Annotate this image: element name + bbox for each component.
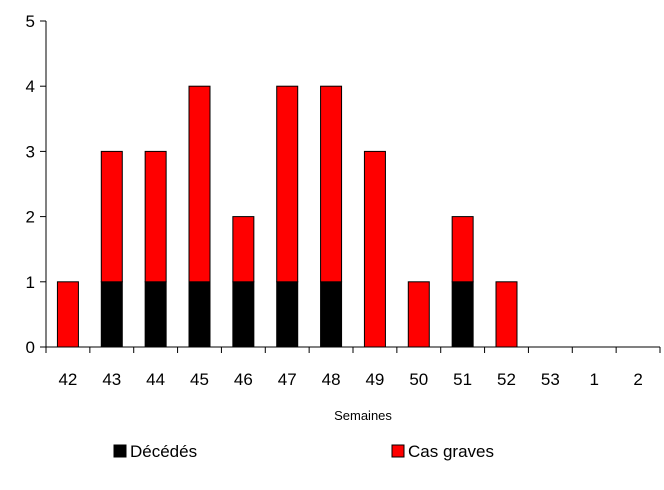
bar-cas-graves <box>56 281 79 348</box>
bar-cas-graves <box>407 281 430 348</box>
x-tick-label: 45 <box>190 370 209 389</box>
bar-cas-graves <box>495 281 518 348</box>
x-tick-label: 42 <box>58 370 77 389</box>
x-tick-label: 52 <box>497 370 516 389</box>
legend-swatch <box>391 444 405 458</box>
x-tick-label: 47 <box>278 370 297 389</box>
bar-cas-graves <box>320 85 343 283</box>
x-tick-label: 2 <box>633 370 642 389</box>
bars <box>56 85 518 348</box>
bar-cas-graves <box>276 85 299 283</box>
y-tick-label: 1 <box>26 273 35 292</box>
bar-cas-graves <box>188 85 211 283</box>
y-tick-label: 0 <box>26 338 35 357</box>
x-tick-label: 48 <box>322 370 341 389</box>
y-tick-label: 5 <box>26 12 35 31</box>
y-axis-ticks: 0 1 2 3 4 5 <box>26 12 46 357</box>
x-tick-label: 53 <box>541 370 560 389</box>
bar-cas-graves <box>144 150 167 283</box>
x-axis-title: Semaines <box>334 408 392 423</box>
bar-decedes <box>451 281 474 348</box>
x-tick-label: 43 <box>102 370 121 389</box>
bar-cas-graves <box>363 150 386 348</box>
legend-label: Décédés <box>130 442 197 461</box>
bar-decedes <box>276 281 299 348</box>
bar-decedes <box>320 281 343 348</box>
bar-cas-graves <box>451 216 474 283</box>
bar-cas-graves <box>232 216 255 283</box>
bar-decedes <box>232 281 255 348</box>
legend-label: Cas graves <box>408 442 494 461</box>
y-tick-label: 4 <box>26 77 35 96</box>
bar-decedes <box>144 281 167 348</box>
y-tick-label: 3 <box>26 142 35 161</box>
x-tick-label: 50 <box>409 370 428 389</box>
x-tick-label: 1 <box>589 370 598 389</box>
legend: Décédés Cas graves <box>113 442 494 461</box>
y-tick-label: 2 <box>26 208 35 227</box>
x-tick-label: 46 <box>234 370 253 389</box>
bar-decedes <box>100 281 123 348</box>
x-tick-label: 49 <box>365 370 384 389</box>
bar-decedes <box>188 281 211 348</box>
legend-swatch <box>113 444 127 458</box>
bar-cas-graves <box>100 150 123 283</box>
x-tick-label: 51 <box>453 370 472 389</box>
x-tick-label: 44 <box>146 370 165 389</box>
x-axis-ticks: 42 43 44 45 46 47 48 49 50 51 52 53 1 2 <box>45 347 661 389</box>
